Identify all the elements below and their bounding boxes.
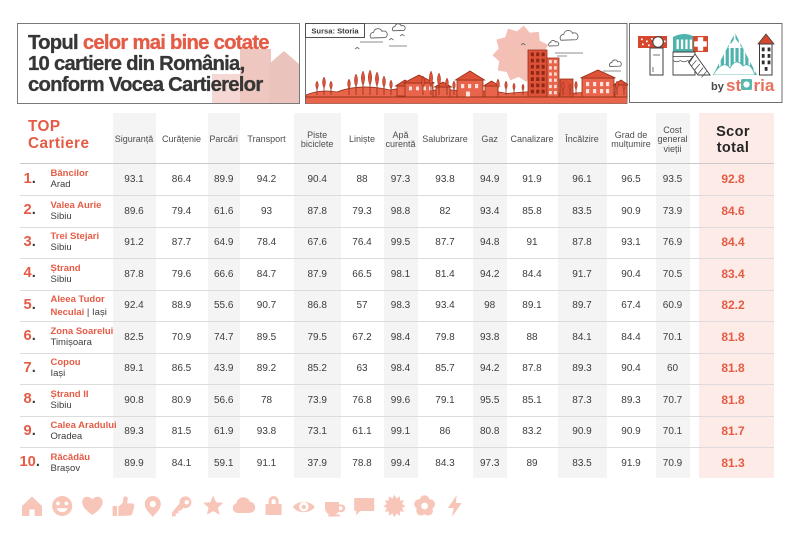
svg-text:by: by [711,81,725,93]
svg-text:Sursa: Storia: Sursa: Storia [311,27,359,36]
svg-text:st: st [726,76,741,95]
svg-text:ria: ria [754,76,775,95]
